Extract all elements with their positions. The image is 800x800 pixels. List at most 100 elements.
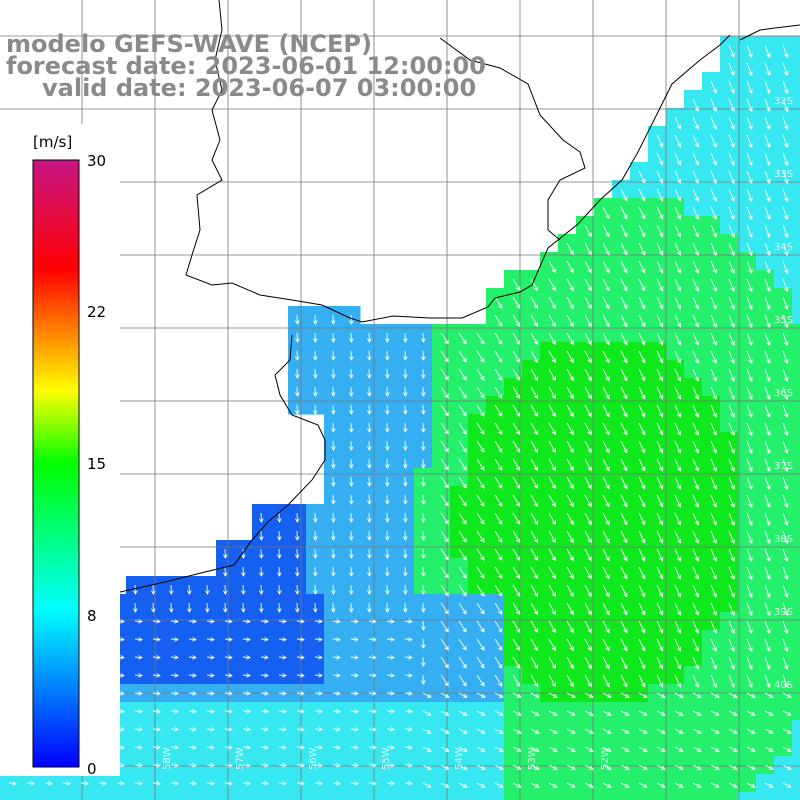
wind-arrow xyxy=(420,674,426,685)
wind-cell xyxy=(792,180,800,199)
wind-arrow xyxy=(512,746,522,752)
wind-arrow xyxy=(674,512,682,526)
wind-arrow xyxy=(548,674,556,688)
wind-arrow xyxy=(278,637,287,642)
wind-arrow xyxy=(440,548,449,561)
wind-arrow xyxy=(782,80,789,95)
wind-arrow xyxy=(440,764,450,770)
wind-arrow xyxy=(584,530,592,544)
wind-arrow xyxy=(692,692,702,698)
wind-arrow xyxy=(512,494,521,507)
wind-arrow xyxy=(348,332,354,343)
wind-arrow xyxy=(402,602,408,613)
wind-arrow xyxy=(368,763,377,768)
wind-cell xyxy=(792,774,800,793)
wind-arrow xyxy=(728,98,735,112)
wind-arrow xyxy=(402,530,408,541)
colorbar: [m/s] 30 22 15 8 0 xyxy=(0,124,120,778)
wind-arrow xyxy=(620,368,628,382)
wind-arrow xyxy=(746,170,753,184)
wind-arrow xyxy=(384,512,390,523)
wind-arrow xyxy=(384,530,390,541)
wind-arrow xyxy=(656,710,666,716)
wind-arrow xyxy=(782,152,789,167)
wind-cell xyxy=(792,90,800,109)
wind-arrow xyxy=(710,458,717,472)
wind-arrow xyxy=(764,350,771,365)
wind-arrow xyxy=(782,188,789,203)
wind-arrow xyxy=(746,476,753,490)
wind-arrow xyxy=(366,368,372,379)
wind-arrow xyxy=(384,386,390,397)
wind-arrow xyxy=(260,637,269,642)
wind-arrow xyxy=(350,655,359,660)
wind-arrow xyxy=(656,746,666,752)
wind-arrow xyxy=(386,673,395,678)
wind-arrow xyxy=(296,619,305,624)
wind-arrow xyxy=(674,170,682,184)
wind-arrow xyxy=(44,781,53,786)
coastline-river-east xyxy=(439,37,586,241)
wind-arrow xyxy=(188,691,197,696)
wind-arrow xyxy=(330,368,336,379)
wind-arrow xyxy=(746,494,753,508)
wind-arrow xyxy=(656,188,664,202)
wind-arrow xyxy=(764,332,771,347)
wind-arrow xyxy=(728,260,735,274)
wind-arrow xyxy=(80,781,89,786)
wind-arrow xyxy=(440,530,449,543)
wind-arrow xyxy=(620,782,630,788)
wind-arrow xyxy=(638,224,646,238)
wind-arrow xyxy=(638,296,646,310)
wind-arrow xyxy=(348,350,354,361)
wind-arrow xyxy=(764,638,771,653)
wind-arrow xyxy=(584,566,592,580)
wind-arrow xyxy=(656,296,664,310)
wind-arrow xyxy=(746,260,753,274)
wind-arrow xyxy=(494,746,504,752)
wind-arrow xyxy=(710,728,720,734)
wind-arrow xyxy=(458,710,468,716)
wind-arrow xyxy=(366,512,372,523)
wind-arrow xyxy=(728,476,735,490)
wind-arrow xyxy=(584,710,594,716)
wind-arrow xyxy=(366,602,372,613)
wind-arrow xyxy=(420,494,426,505)
wind-arrow xyxy=(494,728,504,734)
wind-arrow xyxy=(494,512,503,525)
wind-arrow xyxy=(348,548,354,559)
wind-arrow xyxy=(548,314,556,328)
wind-arrow xyxy=(530,602,539,616)
wind-arrow xyxy=(530,278,539,292)
wind-arrow xyxy=(276,548,282,559)
wind-arrow xyxy=(692,350,700,364)
wind-arrow xyxy=(420,548,426,559)
wind-arrow xyxy=(422,746,432,752)
wind-arrow xyxy=(728,386,735,400)
wind-arrow xyxy=(314,781,323,786)
wind-arrow xyxy=(366,476,372,487)
wind-arrow xyxy=(764,566,771,581)
wind-cell xyxy=(90,792,109,800)
wind-arrow xyxy=(782,530,789,545)
wind-arrow xyxy=(692,746,702,752)
wind-arrow xyxy=(782,116,789,131)
wind-cell xyxy=(126,792,145,800)
wind-arrow xyxy=(602,710,612,716)
wind-arrow xyxy=(620,386,628,400)
wind-arrow xyxy=(420,476,426,487)
wind-arrow xyxy=(620,548,628,562)
wind-arrow xyxy=(314,745,323,750)
wind-arrow xyxy=(566,386,574,400)
wind-arrow xyxy=(548,566,556,580)
wind-arrow xyxy=(402,422,408,433)
wind-arrow xyxy=(566,350,574,364)
wind-arrow xyxy=(314,763,323,768)
wind-arrow xyxy=(206,763,215,768)
wind-arrow xyxy=(710,188,717,202)
wind-arrow xyxy=(242,763,251,768)
wind-arrow xyxy=(620,260,628,274)
wind-arrow xyxy=(692,530,700,544)
wind-cell xyxy=(792,720,800,739)
wind-arrow xyxy=(602,206,610,220)
